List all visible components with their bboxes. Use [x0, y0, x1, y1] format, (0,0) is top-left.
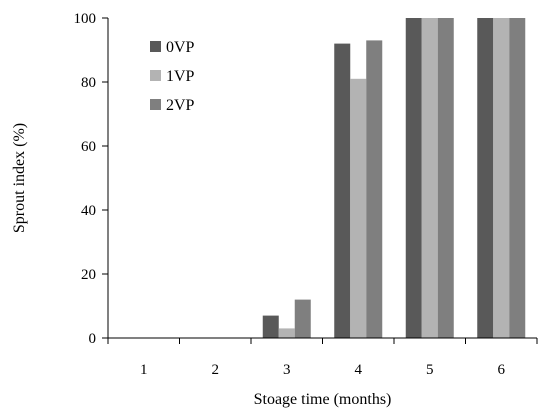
bar-1VP-month-5	[421, 18, 438, 338]
legend-swatch-2VP	[150, 99, 161, 110]
bar-2VP-month-4	[366, 40, 383, 339]
legend-label-2VP: 2VP	[166, 97, 195, 114]
y-tick-label-60: 60	[81, 139, 96, 155]
legend-swatch-1VP	[150, 70, 161, 81]
y-tick-label-80: 80	[81, 75, 96, 91]
x-tick-label-5: 5	[426, 362, 434, 378]
bar-1VP-month-6	[493, 18, 510, 338]
legend-label-0VP: 0VP	[166, 39, 195, 56]
y-tick-label-40: 40	[81, 203, 96, 219]
bars-group	[262, 18, 526, 339]
legend-label-1VP: 1VP	[166, 68, 195, 85]
y-tick-label-100: 100	[74, 11, 97, 27]
legend-swatch-0VP	[150, 41, 161, 52]
y-tick-label-0: 0	[89, 331, 97, 347]
x-tick-label-4: 4	[355, 362, 363, 378]
y-axis-title: Sprout index (%)	[11, 123, 28, 233]
bar-0VP-month-5	[405, 18, 422, 338]
bar-1VP-month-4	[350, 78, 367, 339]
legend: 0VP 1VP 2VP	[150, 39, 195, 114]
bar-0VP-month-4	[334, 43, 351, 338]
bar-0VP-month-6	[477, 18, 494, 338]
bar-2VP-month-5	[437, 18, 454, 338]
x-tick-label-2: 2	[212, 362, 220, 378]
y-tick-label-20: 20	[81, 267, 96, 283]
x-tick-label-3: 3	[283, 362, 291, 378]
bar-2VP-month-3	[294, 299, 311, 338]
x-tick-label-6: 6	[498, 362, 506, 378]
bar-0VP-month-3	[262, 315, 279, 338]
bar-1VP-month-3	[278, 328, 295, 338]
bar-2VP-month-6	[509, 18, 526, 338]
x-axis-title: Stoage time (months)	[254, 391, 392, 408]
x-tick-label-1: 1	[140, 362, 148, 378]
axes-group: 0 20 40 60 80 100 1 2 3 4 5 6	[74, 11, 538, 378]
